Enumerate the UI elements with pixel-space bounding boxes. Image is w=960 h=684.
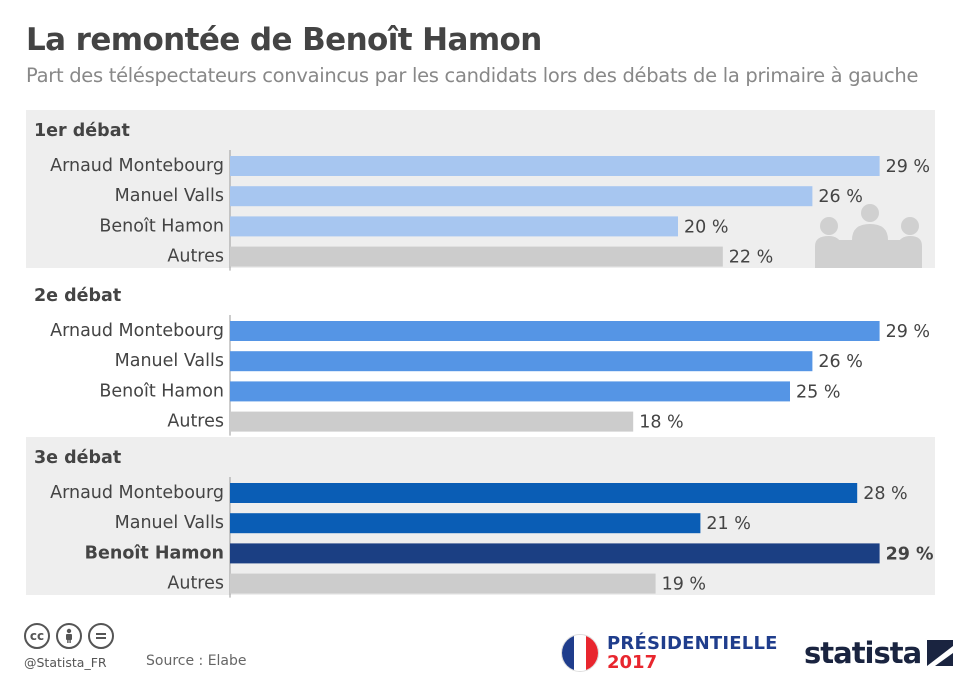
data-label: 19 % [662, 575, 706, 595]
panel-title: 2e débat [34, 286, 121, 306]
data-label: 26 % [818, 187, 862, 207]
bar [230, 483, 858, 503]
bar [230, 411, 634, 432]
attribution-icon [56, 623, 82, 649]
data-label: 29 % [886, 544, 934, 564]
bar [230, 513, 701, 534]
category-label: Benoît Hamon [99, 381, 224, 401]
data-label: 25 % [796, 382, 840, 402]
category-label: Arnaud Montebourg [50, 156, 224, 176]
category-label: Benoît Hamon [99, 216, 224, 236]
data-label: 22 % [729, 248, 773, 268]
bar [230, 573, 656, 594]
creative-commons-icon: cc [24, 623, 50, 649]
category-label: Autres [167, 574, 224, 594]
bar [230, 216, 678, 237]
bar [230, 351, 813, 372]
statista-handle[interactable]: @Statista_FR [24, 655, 107, 670]
french-flag-icon [561, 634, 599, 672]
panel-title: 3e débat [34, 448, 121, 468]
category-label: Autres [167, 247, 224, 267]
category-label: Autres [167, 412, 224, 432]
data-label: 18 % [639, 413, 683, 433]
chart-title: La remontée de Benoît Hamon [26, 22, 542, 58]
license-icons: cc [24, 623, 114, 649]
bar-chart: 1er débat Arnaud Montebourg 29 % Manuel Val… [26, 110, 935, 598]
data-label: 28 % [863, 484, 907, 504]
people-meeting-icon [815, 204, 922, 268]
source-note: Source : Elabe [146, 653, 247, 669]
panel-title: 1er débat [34, 121, 130, 141]
bar [230, 186, 813, 207]
presidentielle-logo: PRÉSIDENTIELLE 2017 [561, 634, 778, 672]
category-label: Manuel Valls [115, 513, 224, 533]
presidentielle-year: 2017 [607, 652, 658, 673]
no-derivatives-icon [88, 623, 114, 649]
category-label: Arnaud Montebourg [50, 483, 224, 503]
data-label: 29 % [886, 322, 930, 342]
panel-background [26, 275, 935, 425]
data-label: 26 % [818, 352, 862, 372]
bar [230, 543, 880, 564]
statista-wordmark: statista [804, 636, 922, 670]
category-label: Manuel Valls [115, 186, 224, 206]
data-label: 29 % [886, 157, 930, 177]
bar [230, 321, 880, 341]
category-label: Manuel Valls [115, 351, 224, 371]
statista-logo[interactable]: statista [804, 636, 954, 670]
presidentielle-label: PRÉSIDENTIELLE [607, 633, 778, 654]
category-label: Benoît Hamon [85, 543, 224, 563]
bar [230, 246, 723, 267]
data-label: 20 % [684, 217, 728, 237]
data-label: 21 % [706, 514, 750, 534]
bar [230, 381, 790, 402]
chart-subtitle: Part des téléspectateurs convaincus par … [26, 64, 919, 87]
bar [230, 156, 880, 176]
category-label: Arnaud Montebourg [50, 321, 224, 341]
statista-mark-icon [927, 640, 954, 666]
